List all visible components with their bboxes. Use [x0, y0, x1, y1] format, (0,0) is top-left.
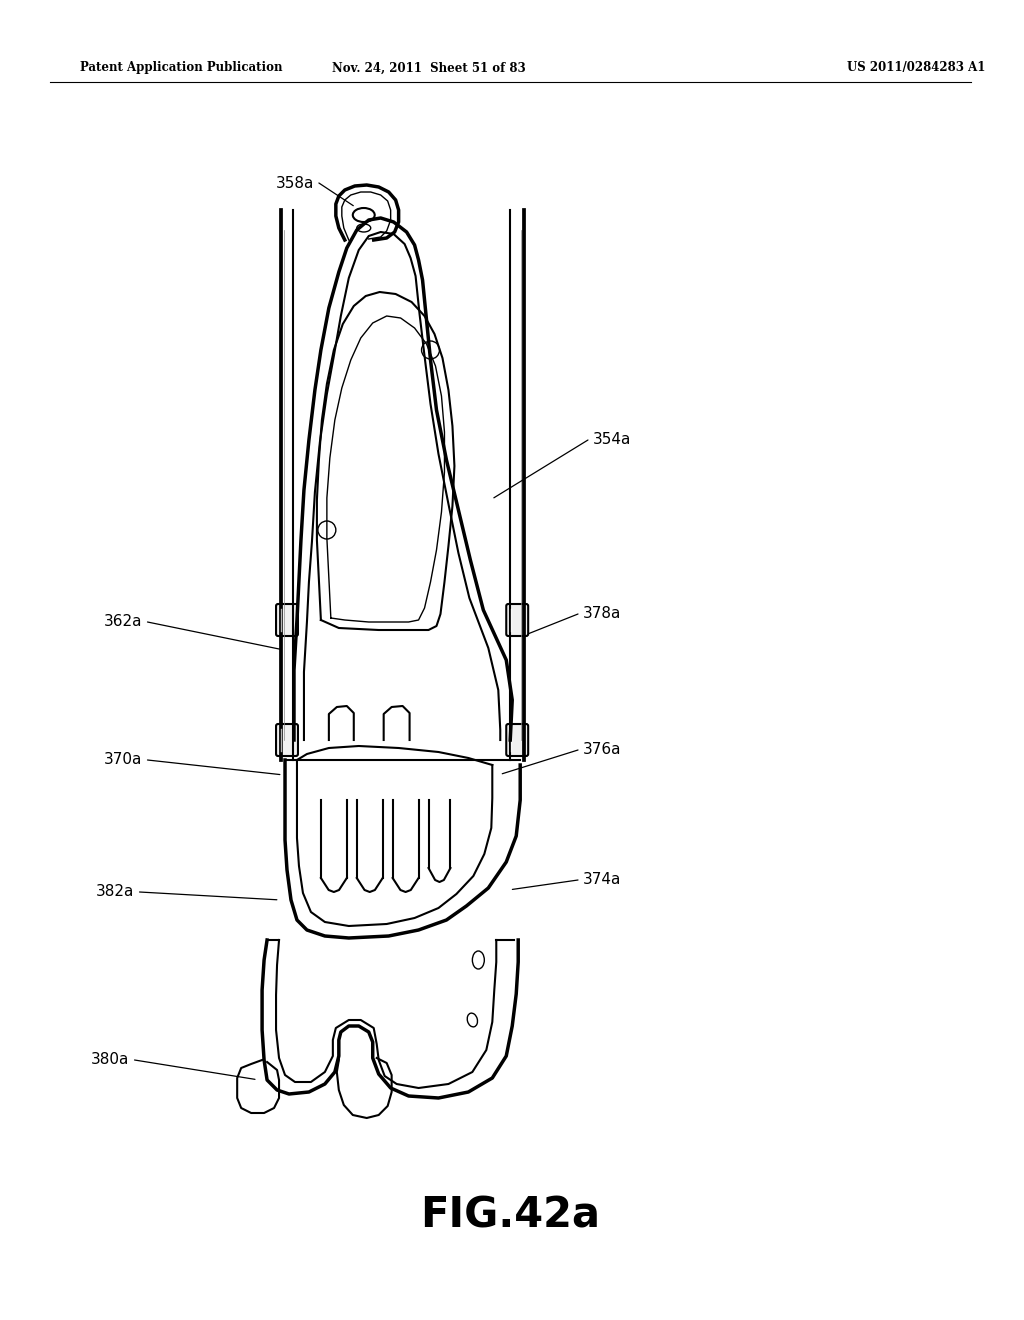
- Text: 382a: 382a: [96, 884, 134, 899]
- Text: 376a: 376a: [583, 742, 622, 758]
- FancyBboxPatch shape: [506, 605, 528, 636]
- Text: FIG.42a: FIG.42a: [420, 1195, 600, 1236]
- FancyBboxPatch shape: [276, 605, 298, 636]
- Text: 378a: 378a: [583, 606, 622, 622]
- Text: US 2011/0284283 A1: US 2011/0284283 A1: [847, 62, 985, 74]
- Text: 358a: 358a: [275, 176, 314, 190]
- Text: Nov. 24, 2011  Sheet 51 of 83: Nov. 24, 2011 Sheet 51 of 83: [332, 62, 525, 74]
- Text: 362a: 362a: [104, 615, 142, 630]
- FancyBboxPatch shape: [506, 723, 528, 756]
- Text: 380a: 380a: [91, 1052, 130, 1068]
- FancyBboxPatch shape: [276, 723, 298, 756]
- Text: Patent Application Publication: Patent Application Publication: [80, 62, 283, 74]
- Text: 370a: 370a: [104, 752, 142, 767]
- Text: 374a: 374a: [583, 873, 622, 887]
- Text: 354a: 354a: [593, 433, 632, 447]
